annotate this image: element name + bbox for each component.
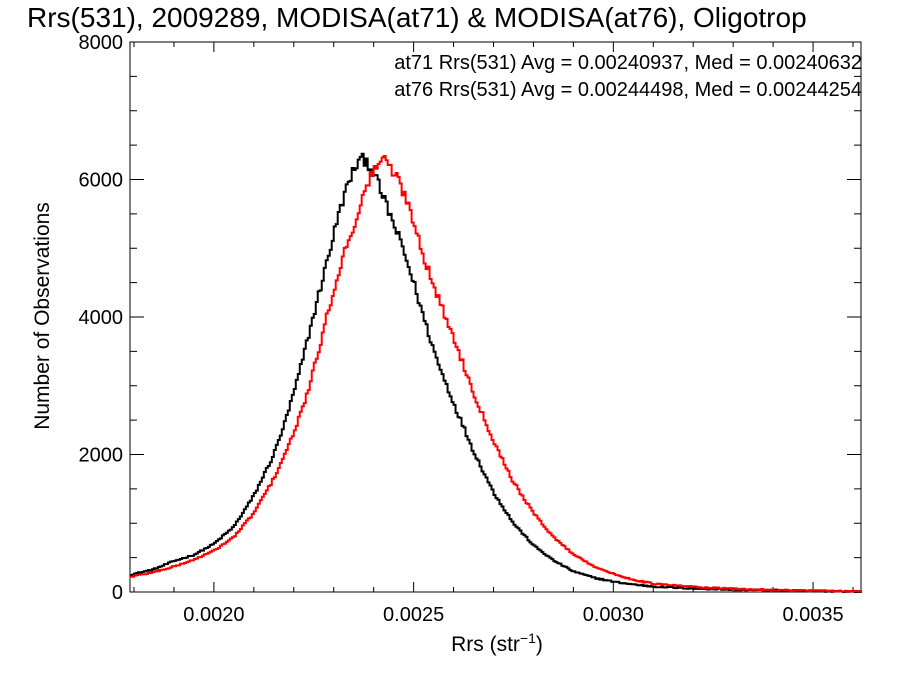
y-tick-label: 6000 [79,170,124,192]
x-tick-label: 0.0030 [583,604,644,626]
x-axis-label: Rrs (str−1) [451,630,543,656]
plot-frame [129,41,862,593]
x-tick-label: 0.0020 [183,604,244,626]
tick-labels: 0.0020 0.0025 0.0030 0.0035 0 2000 4000 6000 800… [79,32,844,626]
y-tick-label: 4000 [79,307,124,329]
series-layer [130,152,862,593]
axis-ticks [130,41,861,593]
annotation-at71: at71 Rrs(531) Avg = 0.00240937, Med = 0.… [394,52,862,74]
y-axis-label: Number of Observations [31,202,54,430]
y-tick-label: 8000 [79,32,124,54]
at76-histogram-line [130,154,862,593]
x-tick-label: 0.0035 [782,604,843,626]
x-axis-label-main: Rrs (str [451,633,520,656]
legend-annotations: at71 Rrs(531) Avg = 0.00240937, Med = 0.… [394,52,862,101]
chart-title: Rrs(531), 2009289, MODISA(at71) & MODISA… [27,2,807,33]
x-axis-label-close: ) [536,633,543,656]
y-tick-label: 2000 [79,445,124,467]
y-tick-label: 0 [112,582,123,604]
x-axis-label-superscript: −1 [520,630,536,646]
annotation-at76: at76 Rrs(531) Avg = 0.00244498, Med = 0.… [394,79,862,101]
x-tick-label: 0.0025 [383,604,444,626]
at71-histogram-line [130,152,862,593]
